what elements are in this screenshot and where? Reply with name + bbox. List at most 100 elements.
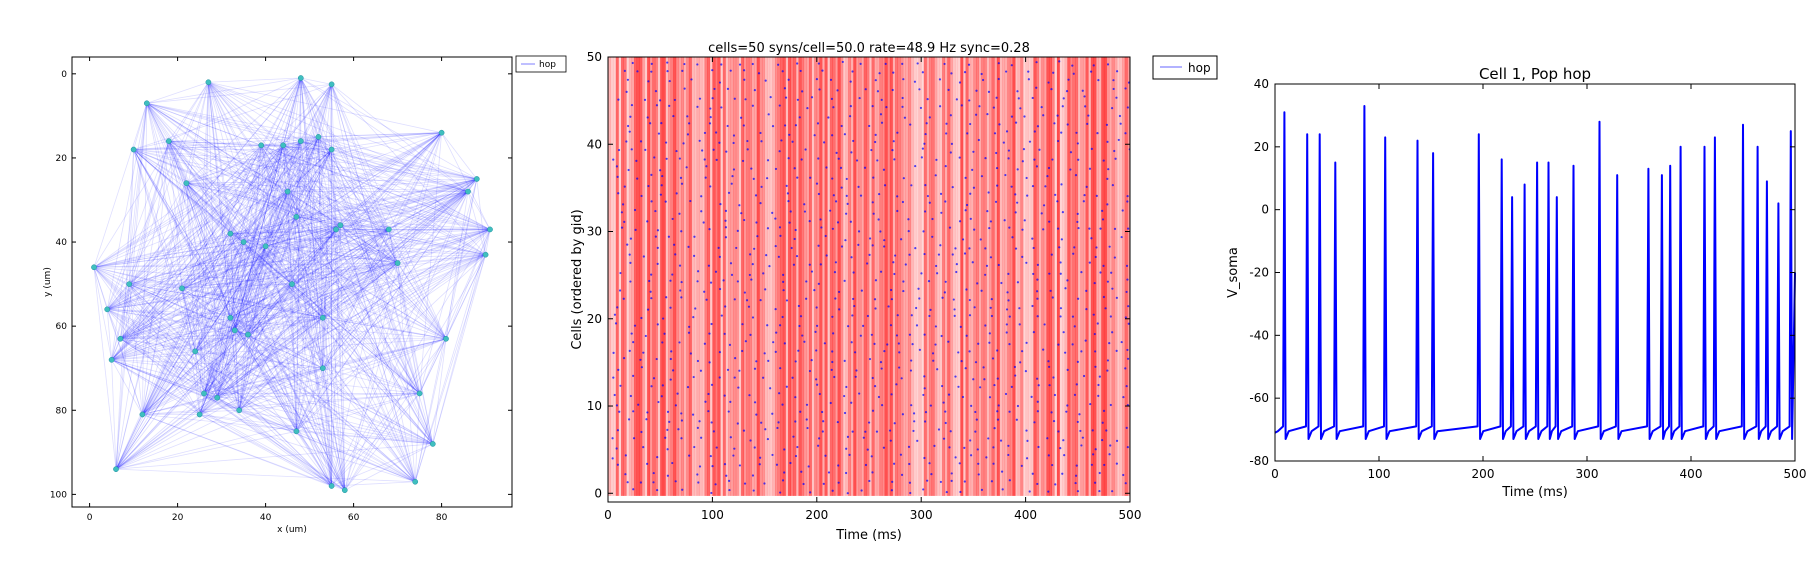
sync-bar [869,57,872,496]
spike-point [941,296,944,299]
spike-point [722,279,725,282]
sync-bar [845,57,849,496]
sync-bar [887,57,891,496]
spike-point [931,217,934,221]
spike-point [615,404,619,407]
sync-bar [1036,57,1039,496]
connection-line [476,178,486,255]
sync-bar [913,57,917,496]
spike-point [836,89,839,92]
connection-line [111,359,323,369]
spike-point [825,166,828,169]
spike-point [988,396,992,399]
sync-bar [775,57,778,496]
spike-point [834,297,837,300]
spike-point [805,418,808,421]
spike-point [642,255,645,258]
spike-point [1005,308,1009,311]
spike-point [1076,360,1079,363]
spike-point [857,185,860,188]
connection-line [128,284,143,415]
connection-line [238,191,469,411]
spike-point [827,471,831,474]
spike-point [964,176,967,179]
spike-point [1033,130,1036,133]
legend-label: hop [1188,61,1211,75]
connection-line [93,267,117,470]
connection-line [115,317,324,470]
connection-line [106,140,302,310]
spike-point [729,262,733,265]
spike-point [1076,142,1079,145]
spike-point [733,447,736,450]
connection-line [142,414,332,487]
connection-line [142,414,433,445]
connection-line [107,308,416,483]
spike-point [883,350,886,353]
sync-bar [618,57,622,496]
spike-point [837,464,840,467]
connection-line [186,182,398,264]
spike-point [755,360,758,363]
spike-point [619,271,622,275]
connection-line [322,132,442,318]
spike-point [723,463,727,466]
spike-point [847,325,850,328]
spike-point [997,263,1000,267]
spike-point [652,481,655,484]
sync-bar [777,57,781,496]
spike-point [885,106,888,109]
spike-point [732,141,735,145]
spike-point [818,437,821,440]
spike-point [810,96,814,99]
spike-point [871,105,874,108]
spike-point [1036,400,1039,403]
spike-point [1027,70,1030,73]
spike-point [1094,255,1097,259]
connection-line [129,229,389,285]
spike-point [1016,281,1020,284]
connection-line [186,183,236,331]
spike-point [837,290,841,294]
spike-point [766,324,769,327]
spike-point [771,211,774,214]
spike-point [650,200,653,203]
sync-bar [1106,57,1110,496]
connection-line [247,149,332,335]
spike-point [792,435,795,438]
connection-line [432,338,447,444]
spike-point [764,288,767,291]
spike-point [661,174,664,178]
spike-point [1026,194,1029,197]
connection-line [133,149,293,285]
connection-line [93,136,319,268]
spike-point [891,480,894,483]
connection-line [128,82,209,285]
connection-line [322,262,398,369]
connection-line [128,140,302,285]
sync-bar [688,57,692,496]
y-tick-label: 50 [587,50,602,64]
connection-line [186,182,491,230]
spike-point [817,157,820,160]
spike-point [1076,420,1079,424]
spike-point [969,217,972,220]
connection-line [115,246,266,470]
spike-point [954,456,957,459]
sync-bar [1072,57,1076,496]
spike-point [683,87,686,90]
connection-line [129,262,398,285]
spike-point [616,175,619,178]
spike-point [1046,437,1049,440]
cell-point [117,335,124,342]
sync-bar [1111,57,1115,496]
spike-point [831,315,834,318]
spike-point [725,474,728,477]
connection-line [111,191,469,361]
spike-point [997,77,1000,81]
connection-line [111,229,337,361]
connection-line [331,84,469,192]
sync-bar [780,57,784,496]
connection-line [318,136,346,491]
connection-line [186,132,442,184]
